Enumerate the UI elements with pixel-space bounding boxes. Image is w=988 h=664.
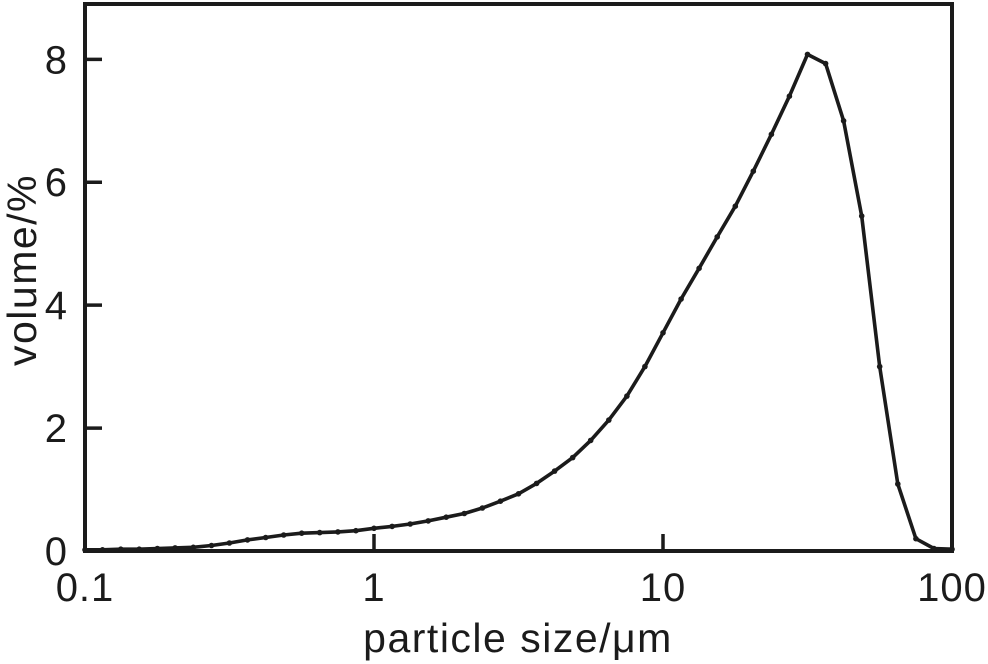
data-point-dot xyxy=(479,505,486,511)
data-point-dot xyxy=(226,540,233,546)
data-point-dot xyxy=(569,454,576,461)
data-point-dot xyxy=(533,480,540,487)
curve-path xyxy=(83,52,954,552)
data-point-dot xyxy=(913,535,919,542)
data-point-dot xyxy=(353,527,359,534)
data-point-dot xyxy=(587,437,594,444)
x-axis-label: particle size/μm xyxy=(363,615,673,661)
data-point-dot xyxy=(786,93,793,99)
y-axis-label: volume/% xyxy=(0,174,45,366)
volume-distribution-curve xyxy=(82,51,955,553)
data-point-dot xyxy=(714,234,720,240)
data-point-dot xyxy=(895,481,901,487)
plot-frame xyxy=(83,2,954,553)
data-point-dot xyxy=(858,213,865,219)
data-point-dot xyxy=(316,529,323,536)
data-point-dot xyxy=(389,523,395,530)
data-point-dot xyxy=(515,491,522,497)
data-point-dot xyxy=(244,537,251,543)
data-point-dot xyxy=(172,545,178,551)
data-point-dot xyxy=(497,498,504,505)
data-point-dot xyxy=(443,514,450,520)
data-point-dot xyxy=(335,529,341,535)
y-axis-ticks xyxy=(85,57,102,553)
data-point-dot xyxy=(99,547,106,553)
data-point-dot xyxy=(298,530,305,536)
x-tick-label: 1 xyxy=(362,566,385,610)
data-point-dot xyxy=(371,525,377,532)
data-point-dot xyxy=(696,265,702,272)
data-point-dot xyxy=(461,510,468,517)
data-point-dot xyxy=(425,518,432,524)
data-point-dot xyxy=(118,546,124,552)
y-tick-label: 4 xyxy=(45,284,68,328)
x-axis-ticks xyxy=(83,534,954,551)
y-tick-label: 8 xyxy=(45,38,68,82)
data-point-dot xyxy=(750,168,757,174)
data-point-dot xyxy=(82,547,88,553)
data-point-dot xyxy=(642,363,648,370)
y-axis-tick-labels: 0 2 4 6 8 xyxy=(45,38,68,574)
data-point-dot xyxy=(822,60,829,67)
data-point-dot xyxy=(407,521,414,527)
data-point-dot xyxy=(262,534,269,541)
data-point-dot xyxy=(732,203,739,209)
y-tick-label: 6 xyxy=(45,161,68,205)
data-point-dot xyxy=(551,468,558,474)
data-point-dot xyxy=(280,532,287,538)
data-point-dot xyxy=(190,544,197,551)
x-axis-tick-labels: 0.1 1 10 100 xyxy=(56,566,987,610)
data-point-dot xyxy=(768,131,775,138)
data-point-dot xyxy=(154,545,161,552)
x-tick-label: 10 xyxy=(640,566,687,610)
data-point-dot xyxy=(208,542,215,549)
data-point-dot xyxy=(804,51,811,58)
data-point-dot xyxy=(624,393,630,399)
data-point-dot xyxy=(606,417,612,423)
data-point-dot xyxy=(136,546,142,552)
data-point-dot xyxy=(678,296,684,302)
x-tick-label: 100 xyxy=(917,566,987,610)
data-point-dot xyxy=(840,118,847,124)
x-tick-label: 0.1 xyxy=(56,566,115,610)
data-point-dot xyxy=(876,363,883,370)
data-point-dot xyxy=(949,546,955,552)
data-point-dot xyxy=(931,545,937,552)
y-tick-label: 0 xyxy=(45,530,68,574)
y-tick-label: 2 xyxy=(45,407,68,451)
data-point-dot xyxy=(660,330,666,336)
